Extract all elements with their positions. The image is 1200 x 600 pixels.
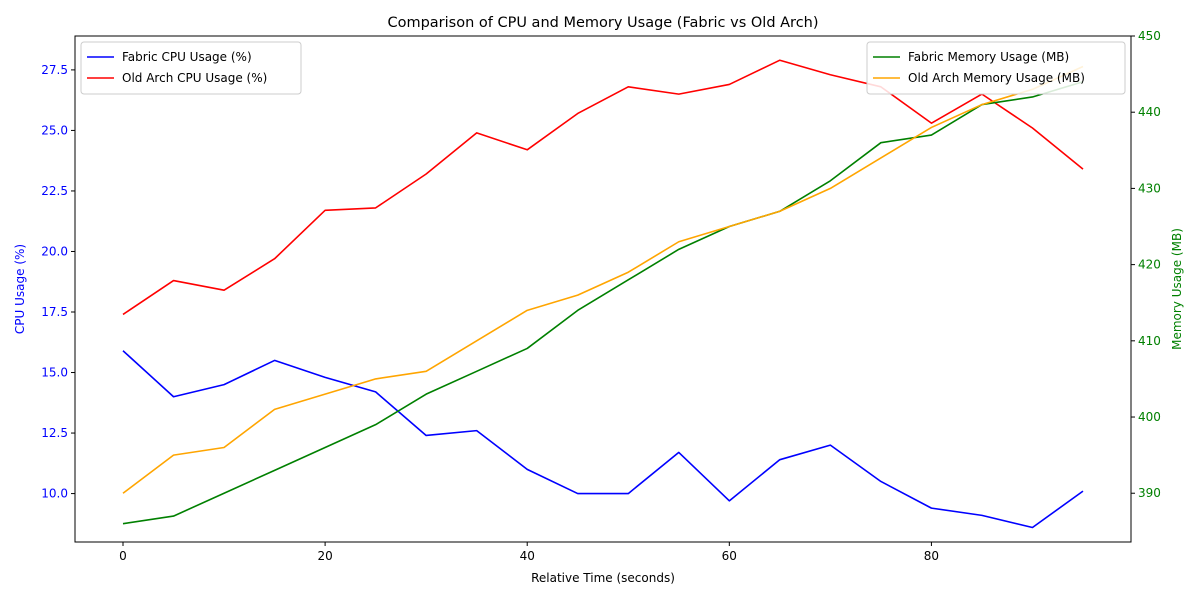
legend-entry-label: Fabric CPU Usage (%) <box>122 50 252 64</box>
y-left-tick-label: 25.0 <box>41 123 68 137</box>
legend-entry-label: Old Arch Memory Usage (MB) <box>908 71 1085 85</box>
legend-box <box>80 41 302 95</box>
y-axis-left-label: CPU Usage (%) <box>13 244 27 334</box>
y-left-tick-label: 17.5 <box>41 305 68 319</box>
x-axis-label: Relative Time (seconds) <box>531 571 675 585</box>
y-axis-left: 10.0 12.5 15.0 17.5 20.0 22.5 25.0 27.5 <box>41 63 75 501</box>
y-right-tick-label: 430 <box>1138 181 1161 195</box>
y-right-tick-label: 420 <box>1138 258 1161 272</box>
y-right-tick-label: 440 <box>1138 105 1161 119</box>
y-axis-right-label: Memory Usage (MB) <box>1170 228 1184 350</box>
series-line-3 <box>122 80 1084 525</box>
legend-box <box>866 41 1126 95</box>
y-left-tick-label: 15.0 <box>41 366 68 380</box>
y-right-tick-label: 400 <box>1138 410 1161 424</box>
x-tick-label: 80 <box>924 549 939 563</box>
y-left-tick-label: 27.5 <box>41 63 68 77</box>
series-line-4 <box>122 65 1084 494</box>
series-line-2 <box>122 59 1084 316</box>
y-left-tick-label: 20.0 <box>41 244 68 258</box>
legend-right: Fabric Memory Usage (MB) Old Arch Memory … <box>866 41 1126 95</box>
x-tick-label: 60 <box>722 549 737 563</box>
x-tick-label: 40 <box>520 549 535 563</box>
x-tick-label: 0 <box>119 549 127 563</box>
plot-frame <box>74 35 1132 543</box>
legend-left: Fabric CPU Usage (%) Old Arch CPU Usage (… <box>80 41 302 95</box>
chart-title: Comparison of CPU and Memory Usage (Fabr… <box>387 15 818 31</box>
y-left-tick-label: 12.5 <box>41 426 68 440</box>
y-right-tick-label: 410 <box>1138 334 1161 348</box>
legend-entry-label: Old Arch CPU Usage (%) <box>122 71 267 85</box>
x-tick-label: 20 <box>317 549 332 563</box>
plot-lines <box>122 59 1084 529</box>
legend-entry-label: Fabric Memory Usage (MB) <box>908 50 1069 64</box>
x-axis: 0 20 40 60 80 <box>119 542 939 563</box>
y-left-tick-label: 10.0 <box>41 487 68 501</box>
series-line-1 <box>122 350 1084 529</box>
y-right-tick-label: 390 <box>1138 486 1161 500</box>
y-right-tick-label: 450 <box>1138 29 1161 43</box>
y-left-tick-label: 22.5 <box>41 184 68 198</box>
y-axis-right: 390 400 410 420 430 440 450 <box>1131 29 1161 500</box>
